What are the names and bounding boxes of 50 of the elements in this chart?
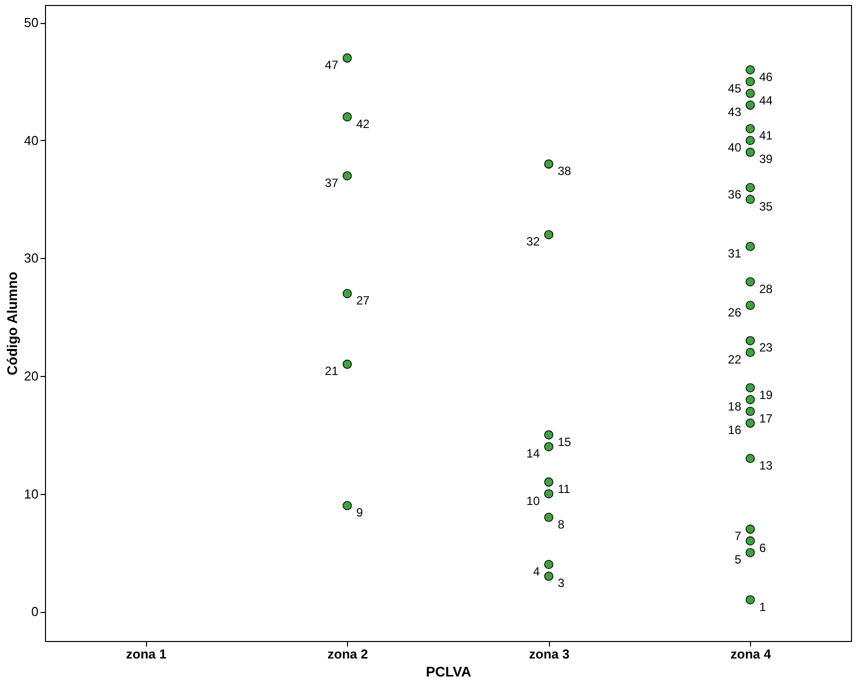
data-label: 13 [759,458,773,472]
data-label: 31 [728,246,742,260]
y-tick-label: 0 [31,604,38,620]
y-tick-label: 20 [24,368,38,384]
x-tick-label: zona 3 [529,646,570,662]
data-label: 19 [759,388,773,402]
y-tick-label: 10 [24,486,38,502]
data-label: 16 [728,423,742,438]
data-label: 26 [728,305,742,320]
y-tick-label: 50 [24,15,38,30]
data-label: 6 [759,540,766,555]
data-label: 37 [324,176,339,190]
data-label: 4 [533,564,540,578]
data-label: 42 [356,116,370,131]
y-axis-title: Código Alumno [4,272,20,376]
data-label: 45 [728,82,742,96]
data-label: 44 [759,93,773,108]
data-label: 3 [558,576,565,590]
data-label: 35 [759,199,773,214]
data-label: 38 [558,164,572,178]
data-label: 22 [728,352,742,366]
data-label: 7 [734,529,742,544]
data-label: 15 [558,434,572,449]
data-label: 27 [356,294,370,308]
y-tick-label: 40 [24,132,38,148]
data-label: 47 [324,58,339,72]
data-label: 41 [759,128,773,143]
data-label: 28 [759,282,773,296]
data-label: 11 [558,482,571,496]
data-label: 46 [759,70,773,84]
y-tick-label: 30 [24,250,38,266]
data-label: 32 [526,234,540,249]
data-label: 39 [759,152,773,166]
data-label: 36 [728,188,742,202]
data-label: 9 [356,506,364,520]
data-label: 18 [728,400,742,414]
x-tick-label: zona 4 [730,646,772,662]
data-label: 1 [759,600,766,614]
data-label: 5 [734,552,742,567]
x-tick-label: zona 1 [126,646,166,662]
x-tick-label: zona 2 [328,646,368,662]
data-label: 8 [558,517,565,532]
data-label: 43 [728,105,742,120]
x-axis-title: PCLVA [426,664,472,680]
data-label: 17 [759,411,773,426]
data-label: 10 [526,494,540,508]
data-label: 23 [759,340,773,355]
data-label: 40 [728,140,742,154]
data-label: 21 [324,364,339,378]
data-label: 14 [526,446,540,461]
